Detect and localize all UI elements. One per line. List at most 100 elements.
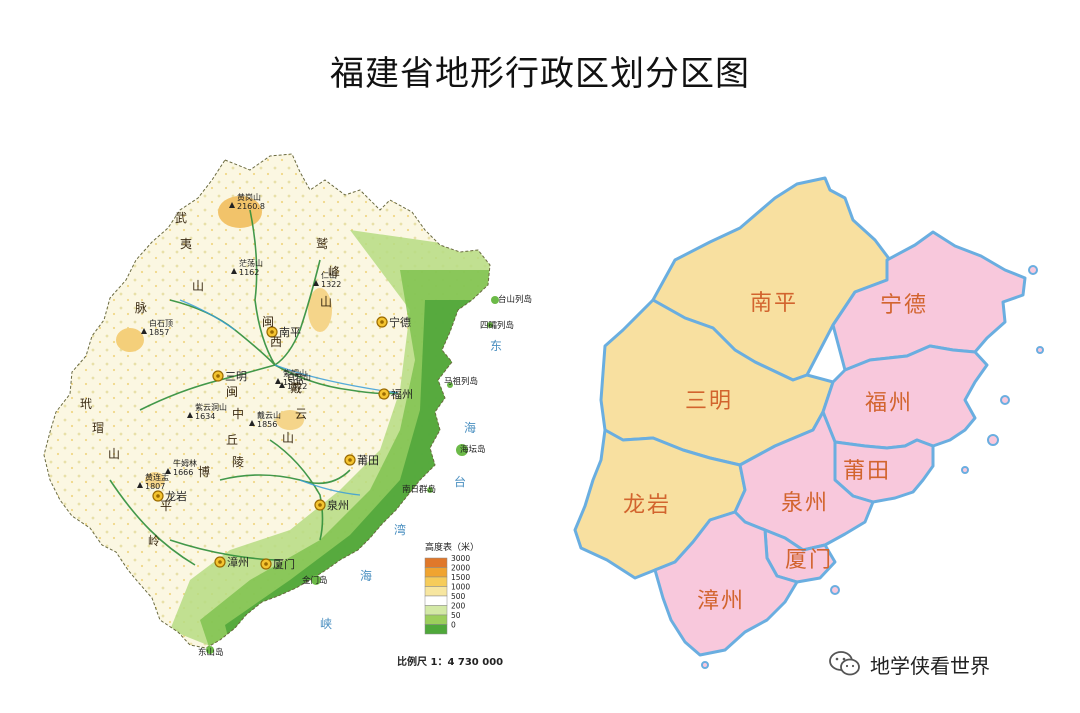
- peak-triangle-icon: [279, 382, 285, 388]
- legend-swatch: [424, 605, 448, 616]
- peak-triangle-icon: [187, 412, 193, 418]
- sea-label: 海: [360, 568, 372, 583]
- region-zhangzhou[interactable]: [653, 510, 799, 657]
- peak-name: 黄连盂: [145, 472, 169, 482]
- mountain-range-label: 瑁: [92, 421, 104, 435]
- peak-triangle-icon: [275, 378, 281, 384]
- city-label: 泉州: [327, 498, 349, 512]
- peak-name: 茫荡山: [239, 258, 263, 268]
- mountain-range-label: 戴: [290, 380, 302, 395]
- mountain-range-label: 博: [198, 464, 210, 479]
- city-label: 漳州: [227, 555, 249, 569]
- mountain-range-label: 山: [192, 279, 204, 293]
- city-label: 南平: [279, 326, 301, 339]
- peak-name: 白石顶: [149, 318, 173, 328]
- peak-triangle-icon: [137, 482, 143, 488]
- city-label: 厦门: [273, 557, 295, 571]
- island-label: 金门岛: [302, 575, 328, 586]
- legend-swatch: [424, 614, 448, 625]
- island-label: 海坛岛: [460, 444, 486, 455]
- region-label: 南平: [750, 291, 798, 316]
- legend-level: 3000: [451, 554, 470, 563]
- admin-islands: [701, 265, 1044, 669]
- legend-level: 2000: [451, 564, 470, 573]
- peak-elevation: 1634: [195, 412, 215, 421]
- city-6: 龙岩: [152, 489, 187, 503]
- peak-triangle-icon: [141, 328, 147, 334]
- mountain-range-label: 闽: [262, 315, 274, 329]
- mountain-range-label: 山: [320, 295, 332, 309]
- peak-name: 紫云洞山: [195, 402, 227, 412]
- mountain-range-label: 峰: [328, 265, 340, 279]
- peak-elevation: 1162: [239, 268, 259, 277]
- city-3: 福州: [378, 387, 413, 401]
- mountain-range-label: 玳: [80, 397, 92, 411]
- topographic-map: 南平 宁德 三明 福州 莆田 泉州 龙岩 漳州 厦门 黄岗山 2160.8 茫荡山 1162 白石顶 18…: [20, 150, 540, 690]
- mountain-range-label: 丘: [226, 433, 238, 447]
- mountain-range-label: 平: [160, 499, 172, 513]
- legend-level: 200: [451, 602, 466, 611]
- legend-level: 50: [451, 611, 461, 620]
- peak-name: 黄岗山: [237, 192, 261, 202]
- city-label: 三明: [225, 370, 247, 383]
- watermark: 地学侠看世界: [828, 646, 990, 682]
- peak-name: 仁山: [321, 270, 337, 280]
- legend-title: 高度表（米）: [425, 541, 479, 553]
- city-label: 福州: [391, 387, 413, 401]
- wechat-icon: [829, 651, 860, 676]
- island-label: 马祖列岛: [444, 376, 478, 387]
- mountain-range-label: 武: [175, 211, 187, 225]
- sea-label: 台: [454, 474, 466, 489]
- legend-level: 1500: [451, 573, 470, 582]
- legend-swatch: [424, 557, 448, 568]
- sea-label: 湾: [394, 522, 406, 537]
- peak-triangle-icon: [313, 280, 319, 286]
- peak-name: 白岩山: [287, 372, 311, 382]
- legend-level: 0: [451, 621, 456, 630]
- peak-triangle-icon: [231, 268, 237, 274]
- city-5: 泉州: [314, 498, 349, 512]
- island-label: 四礵列岛: [480, 320, 514, 331]
- peak-elevation: 1666: [173, 468, 193, 477]
- island-label: 台山列岛: [498, 294, 532, 305]
- region-label: 三明: [685, 389, 733, 414]
- mountain-range-label: 岭: [148, 534, 160, 548]
- mountain-range-label: 夷: [180, 236, 192, 251]
- river-network: [109, 209, 399, 566]
- mountain-range-label: 闽: [226, 385, 238, 399]
- legend-level: 1000: [451, 583, 470, 592]
- sea-label: 东: [490, 339, 502, 353]
- legend-swatch: [424, 567, 448, 578]
- peak-triangle-icon: [249, 420, 255, 426]
- mountain-range-label: 山: [282, 431, 294, 445]
- sea-label: 海: [464, 420, 476, 435]
- region-label: 漳州: [697, 589, 745, 614]
- mountain-range-label: 鹫: [316, 236, 328, 251]
- peak-elevation: 1500: [283, 378, 303, 387]
- island-label: 东山岛: [198, 647, 224, 658]
- peak-triangle-icon: [165, 468, 171, 474]
- province-outline: [43, 153, 491, 649]
- mountain-range-label: 脉: [135, 300, 147, 315]
- peak-elevation: 1856: [257, 420, 277, 429]
- city-7: 漳州: [214, 555, 249, 569]
- city-0: 南平: [266, 326, 301, 339]
- legend-swatch: [424, 586, 448, 597]
- mountain-range-label: 中: [232, 406, 244, 421]
- island-shapes: [206, 296, 499, 654]
- legend-swatch: [424, 624, 448, 635]
- region-ningde[interactable]: [831, 230, 1027, 372]
- city-4: 莆田: [344, 454, 379, 467]
- city-label: 宁德: [389, 315, 411, 329]
- region-label: 宁德: [880, 293, 928, 318]
- sea-label: 峡: [320, 617, 332, 631]
